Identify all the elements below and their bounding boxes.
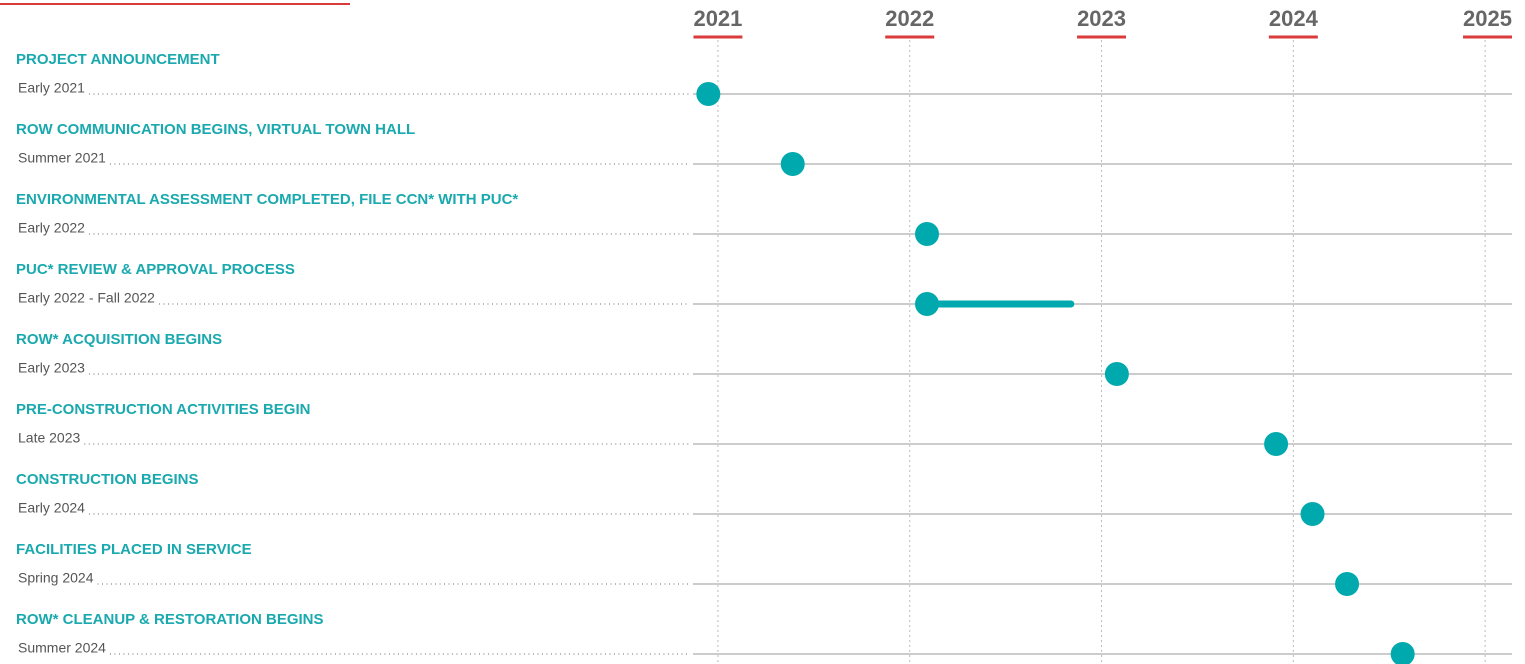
event-dot — [1300, 502, 1325, 526]
x-tick-label: 2025 — [1463, 6, 1512, 31]
event-title: ROW COMMUNICATION BEGINS, VIRTUAL TOWN H… — [16, 121, 415, 138]
event-dot — [1104, 362, 1129, 386]
event-title: PUC* REVIEW & APPROVAL PROCESS — [16, 261, 295, 278]
event-title: ENVIRONMENTAL ASSESSMENT COMPLETED, FILE… — [16, 191, 518, 208]
event-dot — [696, 82, 721, 106]
event-date: Early 2021 — [18, 80, 85, 96]
event-date: Early 2022 — [18, 220, 85, 236]
event-dot — [915, 292, 939, 316]
event-date: Early 2023 — [18, 360, 85, 376]
event-date: Late 2023 — [18, 430, 80, 446]
event-title: PROJECT ANNOUNCEMENT — [16, 51, 220, 68]
event-date: Early 2024 — [18, 500, 85, 516]
event-date: Summer 2021 — [18, 150, 106, 166]
event-title: CONSTRUCTION BEGINS — [16, 471, 199, 488]
event-dot — [1390, 642, 1415, 664]
event-title: FACILITIES PLACED IN SERVICE — [16, 541, 252, 558]
event-date: Early 2022 - Fall 2022 — [18, 290, 155, 306]
event-date: Spring 2024 — [18, 570, 94, 586]
x-tick-label: 2022 — [885, 6, 934, 31]
x-tick-label: 2021 — [693, 6, 742, 31]
event-dot — [1264, 432, 1289, 456]
x-tick-label: 2023 — [1077, 6, 1126, 31]
x-tick-label: 2024 — [1269, 6, 1319, 31]
event-dot — [915, 222, 939, 246]
event-date: Summer 2024 — [18, 640, 106, 656]
event-dot — [780, 152, 805, 176]
event-title: ROW* CLEANUP & RESTORATION BEGINS — [16, 611, 324, 628]
event-title: ROW* ACQUISITION BEGINS — [16, 331, 222, 348]
event-dot — [1335, 572, 1360, 596]
event-title: PRE-CONSTRUCTION ACTIVITIES BEGIN — [16, 401, 310, 418]
